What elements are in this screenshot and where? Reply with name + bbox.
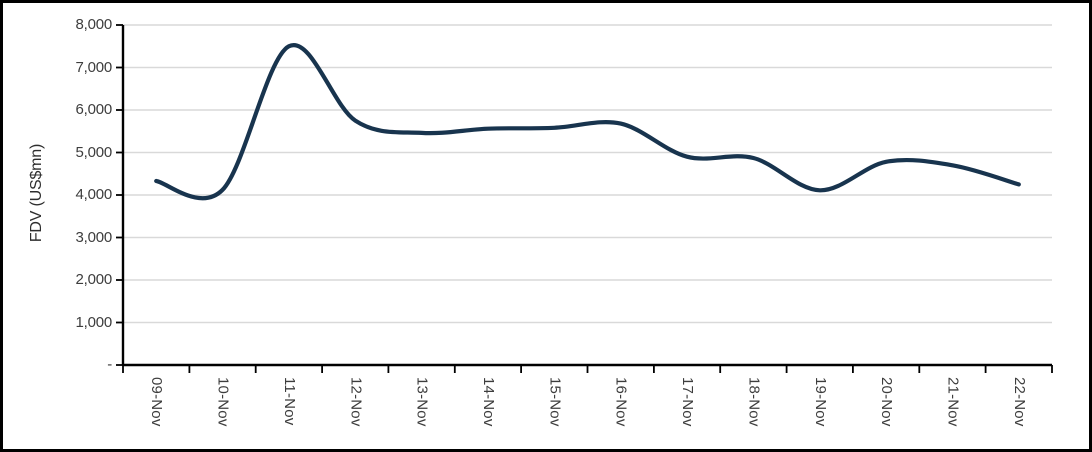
y-tick-label: 3,000: [75, 228, 112, 246]
y-tick-label: 4,000: [75, 186, 112, 203]
y-tick-label: 7,000: [75, 58, 112, 76]
fdv-series-line: [154, 43, 1021, 201]
x-tick-label: 10-Nov: [214, 377, 232, 427]
y-tick-label: 8,000: [75, 16, 112, 33]
x-tick-label: 21-Nov: [944, 377, 962, 427]
y-tick-label: 6,000: [75, 101, 112, 118]
y-tick-label: 5,000: [75, 143, 112, 161]
x-tick-label: 12-Nov: [347, 377, 365, 427]
y-tick-label: 1,000: [75, 313, 112, 331]
x-tick-label: 16-Nov: [612, 377, 630, 427]
x-tick-label: 19-Nov: [811, 377, 829, 427]
x-tick-label: 15-Nov: [546, 377, 564, 427]
x-tick-label: 14-Nov: [479, 377, 497, 427]
x-tick-label: 22-Nov: [1010, 377, 1028, 427]
x-tick-label: 17-Nov: [679, 377, 697, 427]
x-tick-label: 11-Nov: [280, 377, 298, 426]
x-tick-label: 20-Nov: [878, 377, 896, 427]
x-tick-label: 18-Nov: [745, 377, 763, 427]
y-tick-label: 2,000: [75, 271, 112, 288]
y-tick-label: -: [107, 356, 112, 373]
x-tick-label: 09-Nov: [148, 377, 166, 427]
x-tick-label: 13-Nov: [413, 377, 431, 427]
